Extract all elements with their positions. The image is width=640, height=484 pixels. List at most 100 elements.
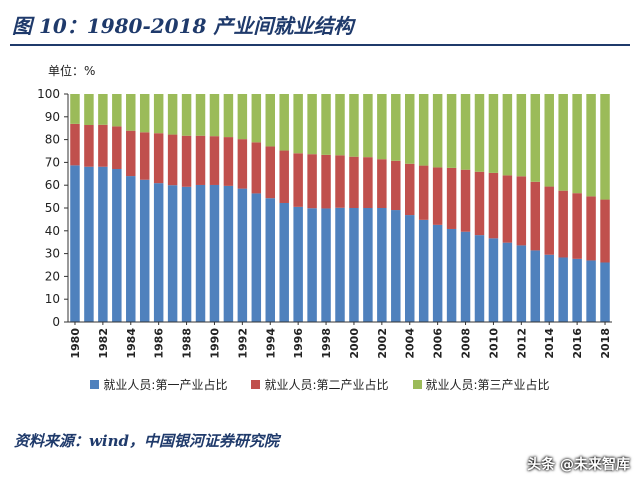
bar-segment-series-2	[307, 154, 317, 209]
unit-label: 单位：%	[48, 64, 96, 78]
bar-segment-series-3	[544, 94, 554, 187]
bar-segment-series-1	[251, 193, 262, 322]
bar-segment-series-3	[321, 94, 331, 155]
legend-label-secondary: 就业人员:第二产业占比	[264, 378, 389, 392]
x-tick-label: 2004	[404, 328, 417, 359]
legend-swatch-secondary	[251, 380, 261, 389]
bar-segment-series-1	[488, 238, 499, 322]
bar-segment-series-2	[251, 142, 262, 194]
bar-segment-series-2	[70, 123, 80, 166]
bar-segment-series-3	[586, 94, 596, 197]
bar-segment-series-2	[293, 153, 303, 207]
bar-segment-series-3	[70, 94, 80, 124]
bar-segment-series-3	[460, 94, 471, 170]
bar-segment-series-3	[167, 94, 178, 135]
bar-segment-series-1	[558, 257, 568, 322]
bar-segment-series-2	[488, 172, 499, 239]
bars	[70, 94, 610, 322]
bar-segment-series-2	[586, 196, 596, 261]
legend-label-tertiary: 就业人员:第三产业占比	[425, 378, 550, 392]
bar-segment-series-1	[279, 202, 289, 322]
bar-segment-series-1	[405, 215, 415, 322]
bar-segment-series-1	[432, 224, 443, 322]
bar-segment-series-2	[84, 125, 94, 167]
bar-segment-series-1	[126, 176, 136, 322]
bar-segment-series-1	[391, 210, 401, 322]
y-tick-label: 50	[45, 201, 60, 215]
bar-segment-series-3	[502, 94, 513, 176]
bar-segment-series-2	[181, 135, 192, 187]
bar-segment-series-1	[530, 250, 541, 322]
legend-label-primary: 就业人员:第一产业占比	[103, 378, 228, 392]
bar-segment-series-1	[586, 260, 596, 322]
bar-segment-series-3	[237, 94, 248, 140]
bar-segment-series-1	[84, 166, 94, 322]
bar-segment-series-2	[432, 167, 443, 225]
x-tick-label: 1992	[236, 328, 249, 359]
x-tick-label: 2006	[432, 328, 445, 359]
bar-segment-series-1	[307, 208, 317, 322]
bar-segment-series-2	[167, 134, 178, 186]
x-axis: 1980 1982 1984 1986 1988 1990 1992 1994 1996 1998…	[68, 321, 612, 359]
x-tick-label: 1986	[153, 328, 166, 359]
bar-segment-series-2	[153, 133, 164, 184]
title-divider	[10, 44, 630, 46]
bar-segment-series-3	[558, 94, 568, 191]
bar-segment-series-3	[530, 94, 541, 182]
bar-segment-series-1	[112, 169, 122, 322]
legend-swatch-tertiary	[412, 380, 422, 389]
bar-segment-series-3	[293, 94, 303, 154]
x-tick-label: 1980	[69, 328, 82, 359]
bar-segment-series-2	[558, 190, 568, 258]
x-tick-label: 1996	[292, 328, 305, 359]
bar-segment-series-3	[446, 94, 457, 168]
y-tick-label: 40	[45, 224, 60, 238]
bar-segment-series-1	[237, 188, 248, 322]
bar-segment-series-1	[209, 184, 220, 322]
y-tick-label: 60	[45, 178, 60, 192]
bar-segment-series-3	[195, 94, 206, 136]
bar-segment-series-3	[98, 94, 108, 125]
bar-segment-series-1	[195, 184, 206, 322]
bar-segment-series-1	[223, 185, 234, 322]
bar-segment-series-3	[307, 94, 317, 155]
legend-item-primary: 就业人员:第一产业占比	[90, 376, 227, 393]
y-tick-label: 70	[45, 155, 60, 169]
bar-segment-series-1	[293, 206, 303, 322]
y-tick-label: 100	[37, 87, 60, 101]
y-axis: 0 10 20 30 40 50 60 70 80 90 100	[37, 87, 69, 329]
bar-segment-series-3	[377, 94, 387, 160]
x-tick-label: 2018	[599, 328, 612, 359]
x-tick-label: 1998	[320, 328, 333, 359]
source-note: 资料来源：wind，中国银河证券研究院	[14, 432, 280, 450]
x-tick-label: 2008	[460, 328, 473, 359]
bar-segment-series-1	[98, 166, 108, 322]
bar-segment-series-3	[600, 94, 610, 200]
bar-segment-series-1	[502, 242, 513, 322]
bar-segment-series-3	[516, 94, 527, 177]
bar-segment-series-3	[279, 94, 289, 151]
bar-segment-series-1	[321, 208, 331, 322]
bar-segment-series-3	[223, 94, 234, 138]
bar-segment-series-3	[265, 94, 275, 147]
legend-item-tertiary: 就业人员:第三产业占比	[412, 376, 550, 393]
bar-segment-series-3	[112, 94, 122, 127]
legend: 就业人员:第一产业占比 就业人员:第二产业占比 就业人员:第三产业占比	[0, 376, 640, 393]
bar-segment-series-3	[181, 94, 192, 136]
bar-segment-series-3	[209, 94, 220, 137]
bar-segment-series-3	[572, 94, 582, 194]
bar-segment-series-2	[363, 157, 373, 208]
bar-segment-series-1	[474, 235, 485, 322]
bar-segment-series-3	[488, 94, 499, 173]
bar-segment-series-2	[530, 181, 541, 251]
x-tick-label: 2000	[348, 328, 361, 359]
bar-segment-series-3	[126, 94, 136, 131]
bar-segment-series-2	[377, 159, 387, 208]
bar-segment-series-2	[600, 199, 610, 263]
bar-segment-series-1	[516, 245, 527, 322]
legend-item-secondary: 就业人员:第二产业占比	[251, 376, 389, 393]
bar-segment-series-2	[335, 155, 345, 208]
bar-segment-series-1	[446, 228, 457, 322]
bar-segment-series-1	[363, 208, 373, 322]
